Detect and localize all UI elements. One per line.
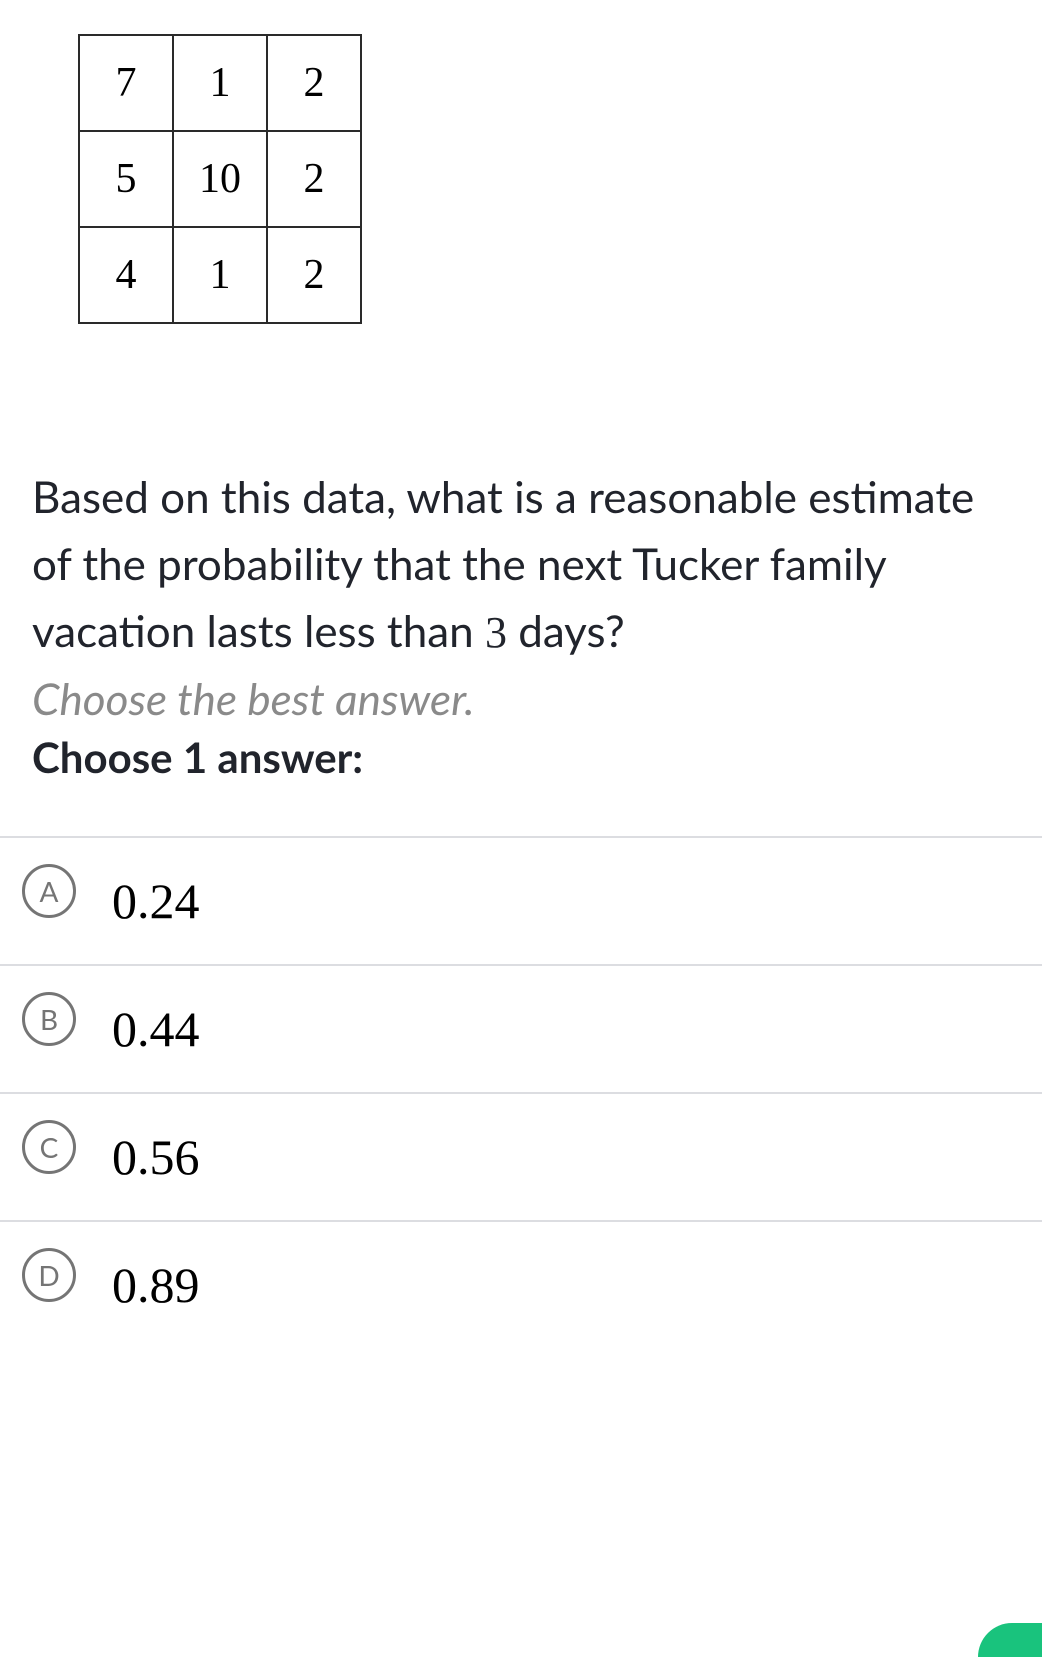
choice-c[interactable]: C 0.56 [0, 1094, 1042, 1222]
choice-letter-badge: B [22, 992, 76, 1046]
data-grid: 7 1 2 5 10 2 4 1 2 [78, 34, 362, 324]
choice-value: 0.89 [112, 1256, 200, 1314]
table-cell: 2 [267, 227, 361, 323]
choice-d[interactable]: D 0.89 [0, 1222, 1042, 1348]
choice-b[interactable]: B 0.44 [0, 966, 1042, 1094]
answer-choices: A 0.24 B 0.44 C 0.56 D 0.89 [0, 836, 1042, 1348]
question-suffix: days? [507, 605, 625, 657]
table-cell: 5 [79, 131, 173, 227]
table-cell: 7 [79, 35, 173, 131]
question-number: 3 [485, 608, 507, 657]
table-row: 7 1 2 [79, 35, 361, 131]
choice-value: 0.56 [112, 1128, 200, 1186]
table-cell: 1 [173, 35, 267, 131]
choice-value: 0.44 [112, 1000, 200, 1058]
choice-value: 0.24 [112, 872, 200, 930]
question-text: Based on this data, what is a reasonable… [32, 464, 1010, 667]
page: 7 1 2 5 10 2 4 1 2 Based on this data, w… [0, 0, 1042, 1657]
table-cell: 2 [267, 131, 361, 227]
table-cell: 1 [173, 227, 267, 323]
content-area: 7 1 2 5 10 2 4 1 2 Based on this data, w… [0, 0, 1042, 782]
choice-letter-badge: C [22, 1120, 76, 1174]
choose-label: Choose 1 answer: [32, 732, 1010, 782]
help-fab[interactable] [978, 1623, 1042, 1657]
table-cell: 10 [173, 131, 267, 227]
choice-letter-badge: A [22, 864, 76, 918]
table-cell: 2 [267, 35, 361, 131]
hint-text: Choose the best answer. [32, 669, 1010, 731]
choice-a[interactable]: A 0.24 [0, 838, 1042, 966]
table-row: 4 1 2 [79, 227, 361, 323]
table-row: 5 10 2 [79, 131, 361, 227]
table-cell: 4 [79, 227, 173, 323]
choice-letter-badge: D [22, 1248, 76, 1302]
